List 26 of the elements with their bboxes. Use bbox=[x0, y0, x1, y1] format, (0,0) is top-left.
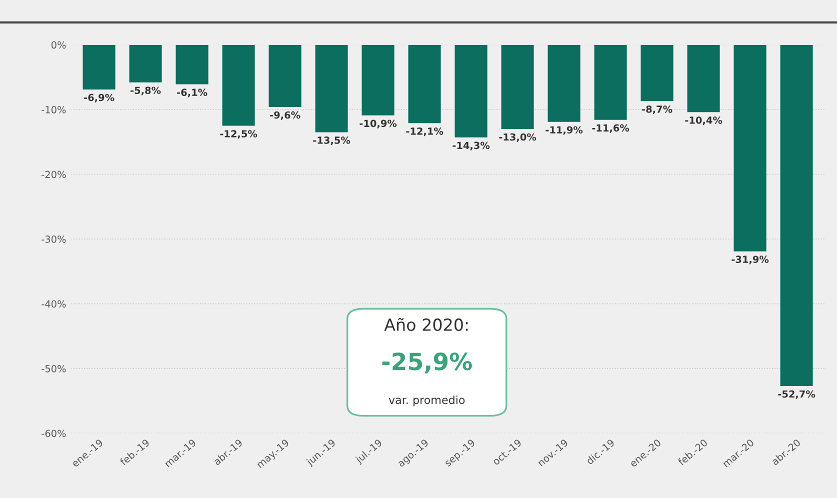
annotation: var. promedio bbox=[388, 396, 465, 406]
y-tick-label: -40% bbox=[42, 300, 66, 308]
data-label: -6,9% bbox=[84, 94, 114, 102]
data-label: -6,1% bbox=[177, 88, 208, 98]
data-label: -11,9% bbox=[546, 126, 583, 135]
data-label: -12,5% bbox=[220, 130, 258, 139]
data-label: -31,9% bbox=[732, 256, 769, 264]
data-label: -13,0% bbox=[499, 133, 536, 142]
data-label: -52,7% bbox=[778, 390, 816, 399]
y-tick-label: -20% bbox=[42, 170, 66, 178]
annotation: Año 2020: bbox=[384, 318, 468, 332]
annotation: -25,9% bbox=[382, 352, 472, 374]
data-label: -12,1% bbox=[406, 127, 444, 136]
data-label: -8,7% bbox=[642, 105, 672, 114]
data-label: -11,6% bbox=[592, 124, 630, 133]
data-label: -5,8% bbox=[130, 86, 161, 96]
y-tick-label: 0% bbox=[52, 41, 66, 49]
data-label: -10,9% bbox=[360, 120, 397, 128]
y-tick-label: -60% bbox=[42, 430, 66, 438]
data-label: -13,5% bbox=[313, 136, 350, 146]
y-tick-label: -10% bbox=[42, 106, 66, 114]
data-label: -10,4% bbox=[685, 116, 722, 126]
data-label: -9,6% bbox=[270, 111, 300, 120]
y-tick-label: -30% bbox=[42, 236, 66, 243]
y-tick-label: -50% bbox=[42, 365, 66, 372]
data-label: -14,3% bbox=[452, 142, 490, 150]
